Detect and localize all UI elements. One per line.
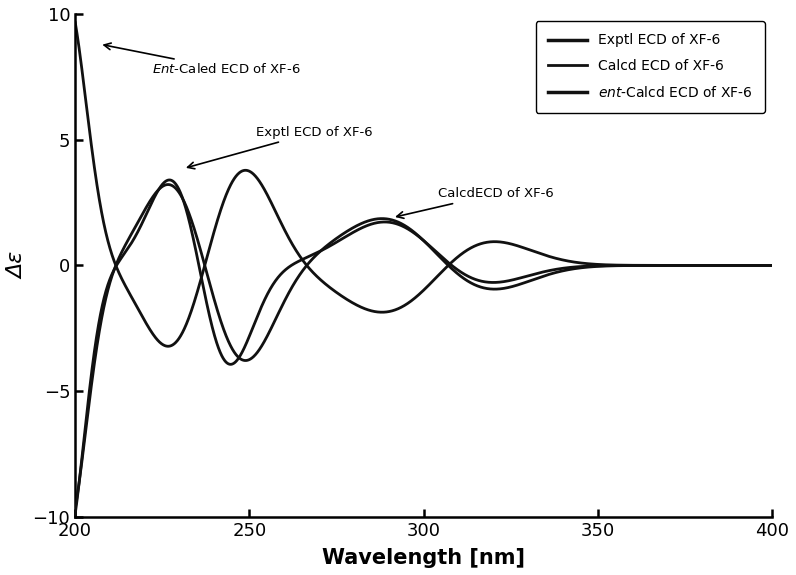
Y-axis label: Δε: Δε [7, 252, 27, 279]
Text: Exptl ECD of XF-6: Exptl ECD of XF-6 [188, 125, 373, 169]
Text: $\it{Ent}$-Caled ECD of XF-6: $\it{Ent}$-Caled ECD of XF-6 [104, 43, 300, 76]
Legend: Exptl ECD of XF-6, Calcd ECD of XF-6, $\it{ent}$-Calcd ECD of XF-6: Exptl ECD of XF-6, Calcd ECD of XF-6, $\… [536, 21, 765, 113]
Text: CalcdECD of XF-6: CalcdECD of XF-6 [396, 187, 553, 218]
X-axis label: Wavelength [nm]: Wavelength [nm] [322, 548, 525, 568]
